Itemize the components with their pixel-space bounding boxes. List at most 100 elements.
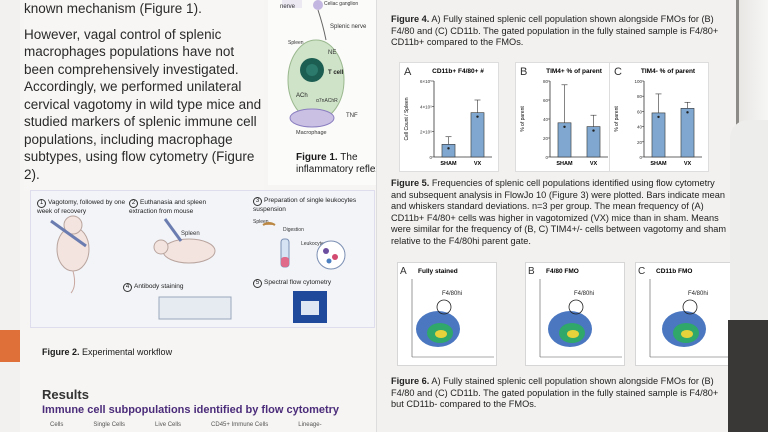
chart-title: CD11b+ F4/80+ # [432, 68, 484, 75]
figure2-caption: Figure 2. Experimental workflow [42, 347, 172, 357]
gate-circle [682, 299, 698, 315]
figure1-caption-text: The inflammatory reflex [296, 152, 381, 175]
chart-svg: B TIM4+ % of parent % of parent 0 20 40 60 80 SH… [520, 66, 608, 167]
category-label: VX [684, 161, 692, 167]
bar [557, 122, 572, 158]
chart-title: TIM4+ % of parent [546, 68, 603, 75]
tick-label: 60 [543, 98, 549, 103]
data-point [447, 147, 450, 150]
panel-letter: B [528, 266, 535, 277]
figure5-caption-text: Frequencies of splenic cell populations … [391, 178, 727, 246]
step-number: 5 [253, 279, 262, 288]
tick-label: 80 [637, 94, 643, 99]
tick-label: 60 [637, 109, 643, 114]
chart-svg: C TIM4- % of parent % of parent 0 20 40 60 80 10… [614, 66, 702, 167]
figure2-caption-text: Experimental workflow [82, 347, 173, 357]
label-spleen-mouse: Spleen [181, 231, 200, 237]
figure2-caption-bold: Figure 2. [42, 347, 80, 357]
results-subheading: Immune cell subpopulations identified by… [42, 404, 340, 416]
flow-plot-a: A Fully stained F4/80hi [397, 262, 497, 366]
category-label: VX [474, 161, 482, 167]
right-column: Figure 4. A) Fully stained splenic cell … [376, 0, 740, 432]
chart-letter: A [404, 66, 412, 78]
label-tcell: T cell [328, 70, 344, 76]
label-ne: NE [328, 50, 336, 56]
gate-circle [436, 299, 452, 315]
tick-label: 0 [429, 155, 432, 160]
bar [441, 144, 456, 158]
chart-letter: B [520, 66, 527, 78]
chart-svg: A CD11b+ F4/80+ # Cell Count / Spleen 0 2×10… [404, 66, 492, 167]
workflow-step-3: 3 Preparation of single leukocytes suspen… [253, 197, 371, 214]
step-text: Preparation of single leukocytes suspens… [253, 197, 357, 213]
bystander-shirt [730, 120, 768, 320]
figure6-caption-text: A) Fully stained splenic cell population… [391, 376, 719, 409]
tick-label: 6×10⁵ [420, 79, 432, 84]
flow-plot-c: C CD11b FMO F4/80hi [635, 262, 735, 366]
gate-circle [568, 299, 584, 315]
figure5-caption: Figure 5. Frequencies of splenic cell po… [391, 178, 731, 247]
label-celiac: Celiac ganglion [324, 1, 358, 7]
workflow-step-1: 1 Vagotomy, followed by one week of recov… [37, 199, 127, 216]
gate-label: Cells [50, 422, 64, 428]
workflow-illustration: Spleen Spleen Digestion Leukocytes [50, 215, 346, 323]
chart-title: TIM4- % of parent [641, 68, 696, 75]
label-spleen-suspension: Spleen [253, 219, 269, 225]
density-core [435, 330, 447, 338]
bar [651, 112, 666, 158]
y-axis-label: % of parent [614, 106, 620, 132]
results-heading: Results [42, 387, 89, 402]
figure6-caption-bold: Figure 6. [391, 376, 430, 386]
panel-letter: C [638, 266, 645, 277]
figure4-caption-text: A) Fully stained splenic cell population… [391, 14, 719, 47]
panel-title: CD11b FMO [656, 268, 692, 275]
label-ach: ACh [296, 93, 308, 99]
bar-chart-c: C TIM4- % of parent % of parent 0 20 40 60 80 10… [609, 62, 709, 172]
data-point [563, 125, 566, 128]
y-axis-label: Cell Count / Spleen [404, 97, 410, 140]
figure4-caption-bold: Figure 4. [391, 14, 430, 24]
intro-para2: However, vagal control of splenic macrop… [24, 26, 262, 182]
panel-letter: A [400, 266, 407, 277]
intro-line1: known mechanism (Figure 1). [24, 1, 202, 16]
gate-label: Lineage- [298, 422, 322, 428]
data-point [476, 115, 479, 118]
bar-chart-a: A CD11b+ F4/80+ # Cell Count / Spleen 0 2×10… [399, 62, 499, 172]
orange-block [0, 330, 22, 362]
data-point [592, 129, 595, 132]
bystander-trousers [728, 320, 768, 432]
label-splenic-nerve: Splenic nerve [330, 24, 367, 30]
data-point [657, 115, 660, 119]
density-core [681, 330, 693, 338]
gate-label: F4/80hi [574, 291, 594, 297]
figure1-illustration: nerve Celiac ganglion Splenic nerve Sple… [268, 0, 378, 185]
inflammatory-reflex-diagram: nerve Celiac ganglion Splenic nerve Sple… [268, 0, 378, 150]
gate-label: CD45+ Immune Cells [211, 422, 269, 428]
figure1-caption: Figure 1. The inflammatory reflex [296, 152, 406, 176]
label-spleen: Spleen [288, 40, 304, 46]
tick-label: 4×10⁵ [420, 104, 432, 109]
tick-label: 0 [545, 155, 548, 160]
category-label: SHAM [650, 161, 667, 167]
bar [470, 112, 485, 158]
figure2-workflow: 1 Vagotomy, followed by one week of recov… [30, 190, 375, 328]
label-macrophage: Macrophage [296, 130, 327, 136]
panel-title: Fully stained [418, 268, 458, 275]
tick-label: 100 [634, 79, 642, 84]
density-core [567, 330, 579, 338]
figure4-caption: Figure 4. A) Fully stained splenic cell … [391, 14, 727, 49]
figure5-caption-bold: Figure 5. [391, 178, 430, 188]
tick-label: 0 [639, 155, 642, 160]
tick-label: 40 [637, 125, 643, 130]
tick-label: 20 [543, 136, 549, 141]
figure6-caption: Figure 6. A) Fully stained splenic cell … [391, 376, 731, 411]
tick-label: 80 [543, 79, 549, 84]
panel-title: F4/80 FMO [546, 268, 579, 275]
chart-letter: C [614, 66, 622, 78]
workflow-step-5: 5 Spectral flow cytometry [253, 279, 371, 288]
poster: known mechanism (Figure 1). However, vag… [20, 0, 740, 432]
data-point [686, 111, 689, 114]
adjacent-poster-edge [0, 0, 22, 432]
flow-plot-b: B F4/80 FMO F4/80hi [525, 262, 625, 366]
bar-chart-b: B TIM4+ % of parent % of parent 0 20 40 60 80 SH… [515, 62, 615, 172]
